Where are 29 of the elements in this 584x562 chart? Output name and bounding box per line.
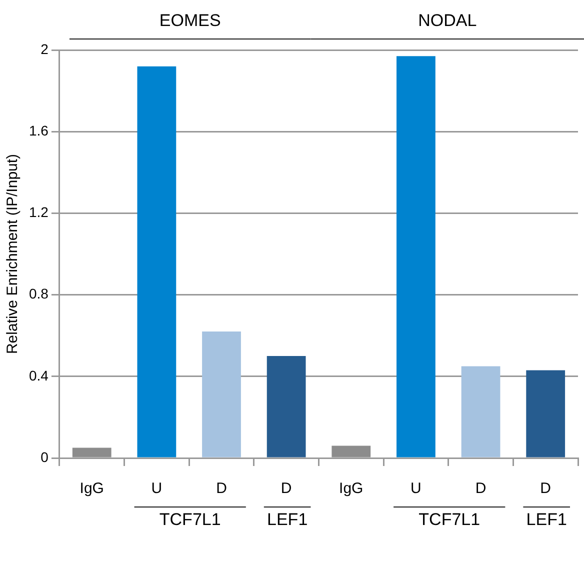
text: EOMES	[159, 11, 221, 30]
x-tick-label: U	[410, 480, 422, 498]
bar	[202, 332, 241, 458]
y-tick-label: 2	[40, 40, 49, 57]
x-tick-label: IgG	[80, 480, 104, 498]
x-tick-label: D	[475, 480, 486, 498]
bar	[396, 56, 436, 458]
x-tick-label: U	[151, 480, 162, 498]
bar	[72, 448, 112, 458]
x-tick-label: D	[540, 480, 552, 498]
x-tick-label: IgG	[339, 480, 364, 498]
y-tick-label: 0.8	[28, 286, 49, 302]
text: TCF7L1	[159, 510, 221, 530]
x-tick-label: D	[280, 480, 292, 498]
text: LEF1	[267, 510, 308, 530]
text: TCF7L1	[418, 510, 480, 530]
bar	[526, 370, 566, 458]
y-axis-title: Relative Enrichment (IP/Input)	[4, 154, 22, 354]
bar	[137, 66, 176, 458]
text: LEF1	[526, 510, 567, 530]
bar	[461, 366, 500, 458]
y-tick-label: 1.2	[28, 204, 49, 220]
text: NODAL	[418, 11, 477, 30]
bar	[332, 446, 371, 458]
y-tick-label: 0	[40, 448, 49, 465]
bar	[266, 356, 306, 458]
y-tick-label: 1.6	[28, 122, 49, 138]
x-tick-label: D	[216, 480, 228, 498]
y-tick-label: 0.4	[28, 367, 49, 384]
